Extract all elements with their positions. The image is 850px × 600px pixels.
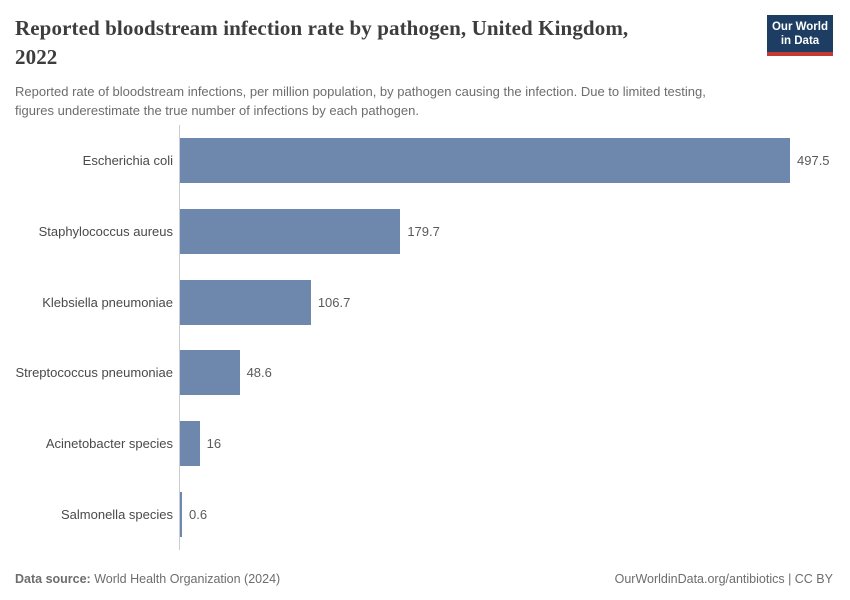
bar-row: Staphylococcus aureus 179.7 xyxy=(15,195,835,267)
bar[interactable] xyxy=(180,137,790,183)
data-source-note: Data source: World Health Organization (… xyxy=(15,572,280,586)
bar[interactable] xyxy=(180,421,200,467)
credit-link[interactable]: OurWorldinData.org/antibiotics | CC BY xyxy=(614,572,833,586)
owid-logo-text-line1: Our World xyxy=(771,21,828,33)
bar-label: Staphylococcus aureus xyxy=(38,223,173,239)
bar-label: Salmonella species xyxy=(60,507,173,523)
bar-value: 106.7 xyxy=(317,294,351,310)
bar-label: Klebsiella pneumoniae xyxy=(42,294,173,310)
owid-logo: Our World in Data xyxy=(767,15,833,56)
bar-row: Streptococcus pneumoniae 48.6 xyxy=(15,337,835,409)
chart-subtitle-line2: figures underestimate the true number of… xyxy=(15,103,419,118)
bar-value: 0.6 xyxy=(189,507,208,523)
bar-track: 16 xyxy=(179,408,835,480)
bar-track: 0.6 xyxy=(179,479,835,550)
bar-row: Salmonella species 0.6 xyxy=(15,479,835,550)
bar-value: 48.6 xyxy=(246,365,272,381)
bar-track: 48.6 xyxy=(179,337,835,409)
chart-title: Reported bloodstream infection rate by p… xyxy=(15,14,755,72)
chart-header: Reported bloodstream infection rate by p… xyxy=(15,14,755,120)
bar-rows: Escherichia coli 497.5 Staphylococcus aure… xyxy=(15,125,835,550)
bar-track: 497.5 xyxy=(179,125,835,196)
chart-footer: Data source: World Health Organization (… xyxy=(15,572,833,586)
owid-logo-text-line2: in Data xyxy=(780,35,820,47)
chart-title-line2: 2022 xyxy=(15,45,58,69)
chart-title-line1: Reported bloodstream infection rate by p… xyxy=(15,16,629,40)
bar-track: 179.7 xyxy=(179,195,835,267)
chart-subtitle-line1: Reported rate of bloodstream infections,… xyxy=(15,84,706,99)
bar-label: Escherichia coli xyxy=(82,152,173,168)
bar-row: Klebsiella pneumoniae 106.7 xyxy=(15,266,835,338)
bar-value: 179.7 xyxy=(407,223,440,239)
bar-value: 16 xyxy=(206,436,222,452)
bar-row: Acinetobacter species 16 xyxy=(15,408,835,480)
bar[interactable] xyxy=(180,492,182,538)
data-source-label: Data source: xyxy=(15,572,91,586)
chart-subtitle: Reported rate of bloodstream infections,… xyxy=(15,82,755,120)
bar-label: Acinetobacter species xyxy=(45,436,173,452)
data-source-text: World Health Organization (2024) xyxy=(90,572,281,586)
bar[interactable] xyxy=(180,208,401,254)
bar[interactable] xyxy=(180,279,311,325)
bar-row: Escherichia coli 497.5 xyxy=(15,125,835,196)
bar-chart: Escherichia coli 497.5 Staphylococcus aure… xyxy=(15,125,835,550)
bar-value: 497.5 xyxy=(797,152,830,168)
bar-label: Streptococcus pneumoniae xyxy=(15,365,173,381)
bar-track: 106.7 xyxy=(179,266,835,338)
bar[interactable] xyxy=(180,350,240,396)
